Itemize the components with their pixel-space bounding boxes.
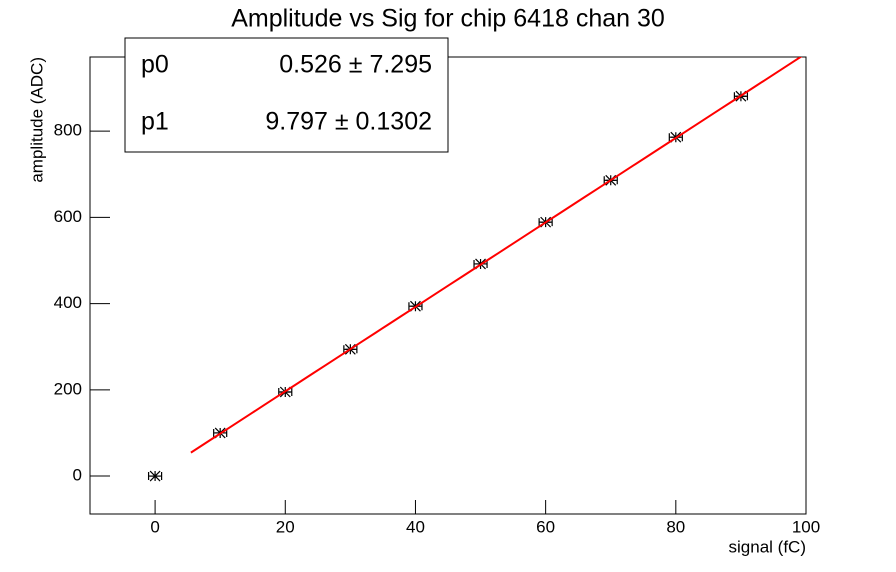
x-tick-label: 40 [406,517,425,536]
marker [149,470,161,482]
x-tick-label: 60 [536,517,555,536]
y-tick-label: 800 [54,121,82,140]
stat-name: p1 [141,108,169,136]
chart-title: Amplitude vs Sig for chip 6418 chan 30 [231,5,665,33]
x-axis-title: signal (fC) [729,537,806,556]
y-axis-title: amplitude (ADC) [27,57,46,183]
x-tick-label: 80 [666,517,685,536]
x-tick-label: 0 [150,517,159,536]
x-tick-label: 100 [792,517,820,536]
y-tick-label: 200 [54,379,82,398]
stats-box [124,37,449,153]
y-tick-label: 600 [54,207,82,226]
plot-area [147,57,803,482]
y-tick-label: 0 [73,466,82,485]
stat-value: 9.797 ± 0.1302 [265,108,432,136]
stat-value: 0.526 ± 7.295 [279,51,432,79]
stat-name: p0 [141,51,169,79]
fit-line [190,57,803,454]
x-tick-label: 20 [276,517,295,536]
y-tick-label: 400 [54,293,82,312]
